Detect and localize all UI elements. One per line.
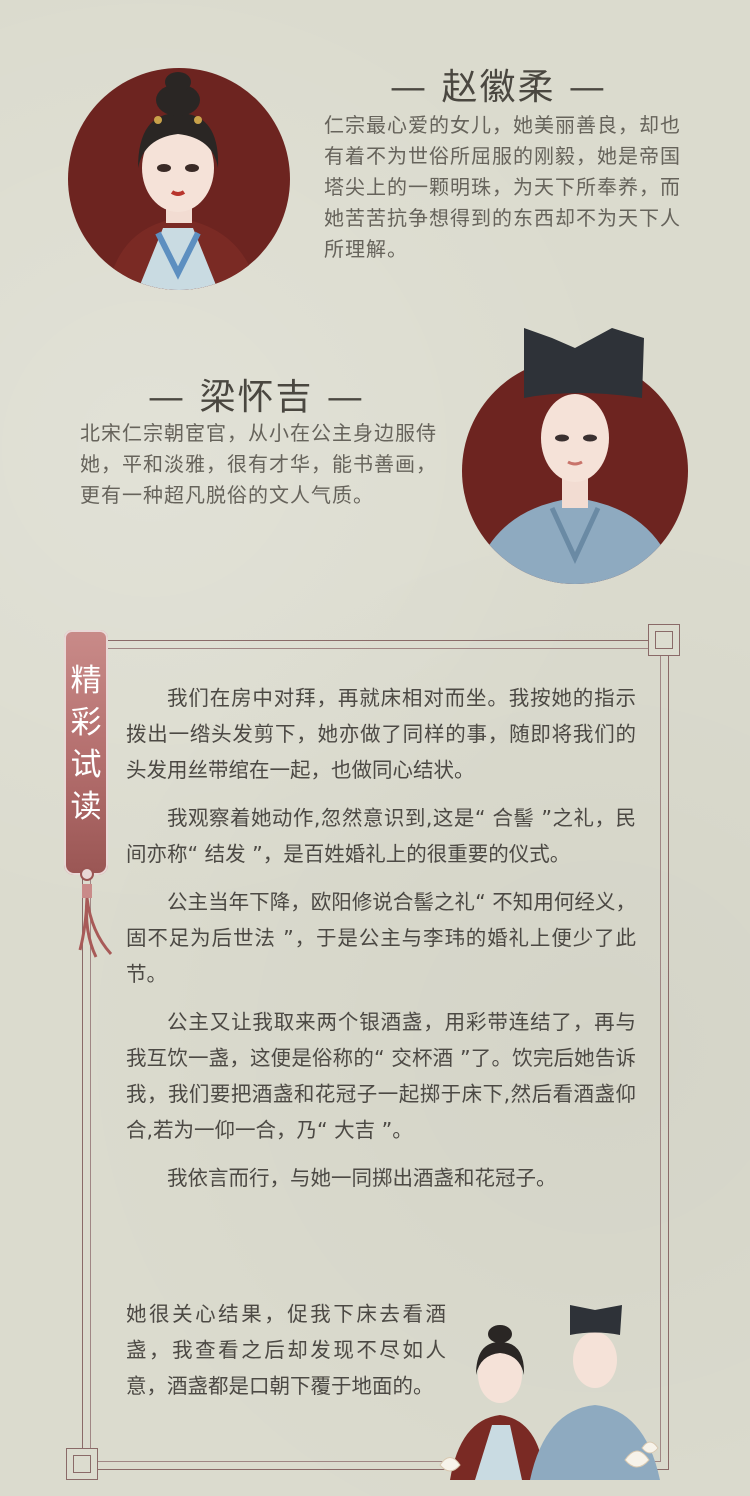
eunuch-illustration bbox=[472, 328, 678, 584]
excerpt-paragraph: 我观察着她动作,忽然意识到,这是“ 合髻 ”之礼，民间亦称“ 结发 ”，是百姓婚… bbox=[126, 806, 636, 866]
character-desc-zhao: 仁宗最心爱的女儿，她美丽善良，却也有着不为世俗所屈服的刚毅，她是帝国塔尖上的一颗… bbox=[324, 113, 681, 261]
excerpt-paragraph: 我依言而行，与她一同掷出酒盏和花冠子。 bbox=[167, 1166, 557, 1190]
frame-corner-bottom-left bbox=[66, 1448, 98, 1480]
tag-char-4: 读 bbox=[70, 789, 102, 825]
eunuch-portrait bbox=[462, 328, 688, 584]
excerpt-paragraph: 公主当年下降，欧阳修说合髻之礼“ 不知用何经义，固不足为后世法 ”，于是公主与李… bbox=[126, 890, 636, 986]
tag-char-3: 试 bbox=[70, 747, 102, 783]
excerpt-paragraph: 我们在房中对拜，再就床相对而坐。我按她的指示拨出一绺头发剪下，她亦做了同样的事，… bbox=[126, 686, 636, 782]
excerpt-tag-label: 精 彩 试 读 bbox=[64, 660, 108, 828]
character-name-zhao: — 赵徽柔 — bbox=[390, 67, 607, 108]
excerpt-frame-inner bbox=[90, 648, 661, 1462]
princess-portrait bbox=[68, 68, 290, 290]
character-desc-liang: 北宋仁宗朝宦官，从小在公主身边服侍她，平和淡雅，很有才华，能书善画，更有一种超凡… bbox=[80, 421, 437, 507]
princess-illustration bbox=[108, 72, 258, 290]
tag-char-1: 精 bbox=[70, 663, 102, 699]
couple-illustration bbox=[439, 1305, 660, 1480]
excerpt-frame-outer bbox=[82, 640, 669, 1470]
character-name-liang: — 梁怀吉 — bbox=[148, 377, 365, 418]
excerpt-tag bbox=[64, 630, 108, 875]
excerpt-body: 我们在房中对拜，再就床相对而坐。我按她的指示拨出一绺头发剪下，她亦做了同样的事，… bbox=[126, 680, 636, 1196]
tassel-icon bbox=[78, 867, 113, 958]
excerpt-paragraph: 公主又让我取来两个银酒盏，用彩带连结了，再与我互饮一盏，这便是俗称的“ 交杯酒 … bbox=[126, 1010, 636, 1142]
tag-char-2: 彩 bbox=[70, 705, 102, 741]
excerpt-last-paragraph: 她很关心结果，促我下床去看酒盏，我查看之后却发现不尽如人意，酒盏都是口朝下覆于地… bbox=[126, 1302, 446, 1398]
frame-corner-top-right bbox=[648, 624, 680, 656]
